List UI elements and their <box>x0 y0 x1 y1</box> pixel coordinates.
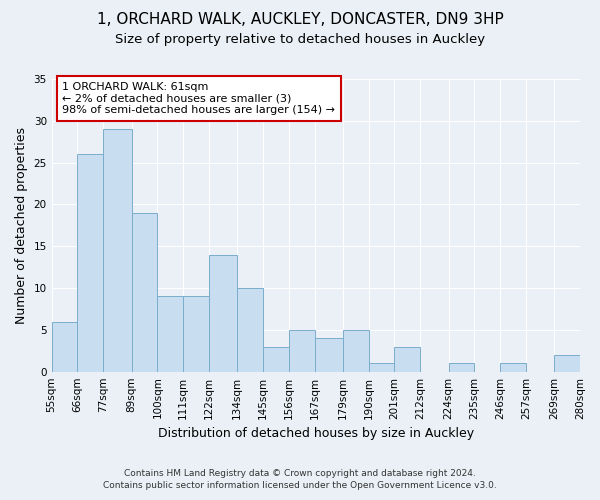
Bar <box>77 154 103 372</box>
Bar <box>554 355 580 372</box>
Bar <box>263 346 289 372</box>
Bar <box>314 338 343 372</box>
Text: 1, ORCHARD WALK, AUCKLEY, DONCASTER, DN9 3HP: 1, ORCHARD WALK, AUCKLEY, DONCASTER, DN9… <box>97 12 503 28</box>
Bar <box>209 254 237 372</box>
X-axis label: Distribution of detached houses by size in Auckley: Distribution of detached houses by size … <box>158 427 474 440</box>
Bar <box>52 322 77 372</box>
Bar <box>368 364 394 372</box>
Bar <box>237 288 263 372</box>
Bar <box>343 330 368 372</box>
Bar <box>449 364 475 372</box>
Text: 1 ORCHARD WALK: 61sqm
← 2% of detached houses are smaller (3)
98% of semi-detach: 1 ORCHARD WALK: 61sqm ← 2% of detached h… <box>62 82 335 115</box>
Bar <box>103 129 131 372</box>
Bar <box>500 364 526 372</box>
Bar <box>131 213 157 372</box>
Bar <box>157 296 183 372</box>
Text: Size of property relative to detached houses in Auckley: Size of property relative to detached ho… <box>115 32 485 46</box>
Bar <box>289 330 314 372</box>
Y-axis label: Number of detached properties: Number of detached properties <box>15 127 28 324</box>
Bar <box>183 296 209 372</box>
Bar <box>394 346 421 372</box>
Text: Contains HM Land Registry data © Crown copyright and database right 2024.
Contai: Contains HM Land Registry data © Crown c… <box>103 468 497 490</box>
